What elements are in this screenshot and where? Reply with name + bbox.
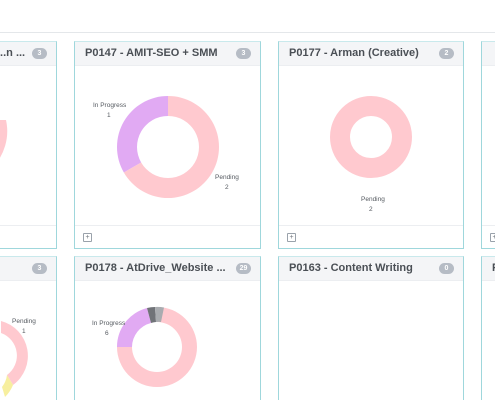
card-header: P [482, 257, 495, 281]
donut-chart [0, 120, 8, 158]
donut-chart: Pending 1 [1, 318, 36, 397]
card-title: P0177 - Arman (Creative) [289, 47, 419, 59]
donut-chart: In Progress 1 Pending 2 [93, 96, 239, 198]
value-pending: 1 [22, 328, 26, 335]
chart-slice-pending [117, 307, 197, 387]
chart-slice-pending [330, 96, 412, 178]
value-pending: 2 [225, 184, 229, 191]
project-card-p0177[interactable]: P0177 - Arman (Creative) 2 Pending 2 + [278, 41, 464, 249]
task-count-badge: 3 [32, 48, 47, 59]
card-header: P0178 - AtDrive_Website ... 29 [75, 257, 260, 281]
chart-slice-light [155, 306, 164, 322]
project-card-partial-right[interactable]: + [481, 41, 495, 249]
task-count-badge: 3 [32, 263, 47, 274]
card-title: P0178 - AtDrive_Website ... [85, 262, 226, 274]
chart-slice-pending [1, 321, 28, 385]
card-title: P0163 - Content Writing [289, 262, 413, 274]
donut-slices [117, 96, 219, 198]
card-title: P [492, 262, 495, 274]
card-header: P0147 - AMIT-SEO + SMM 3 [75, 42, 260, 66]
card-footer: + [279, 225, 463, 248]
card-footer [0, 225, 56, 248]
card-header: P0163 - Content Writing 0 [279, 257, 463, 281]
value-pending: 2 [369, 206, 373, 213]
label-in-progress: In Progress [93, 102, 127, 109]
project-card-p0178[interactable]: P0178 - AtDrive_Website ... 29 In Progre… [74, 256, 261, 400]
top-bar [0, 0, 495, 33]
task-count-badge: 29 [236, 263, 251, 274]
card-header: 3 [0, 257, 56, 281]
donut-chart: In Progress 6 [92, 306, 197, 387]
value-in-progress: 6 [105, 330, 109, 337]
chart-slice-pending [0, 120, 8, 158]
project-card-partial-left[interactable]: ...n ... 3 [0, 41, 57, 249]
label-pending: Pending [361, 196, 385, 203]
task-count-badge: 0 [439, 263, 454, 274]
plus-square-icon[interactable]: + [287, 233, 296, 242]
donut-slices [330, 96, 412, 178]
value-in-progress: 1 [107, 112, 111, 119]
task-count-badge: 2 [439, 48, 454, 59]
label-in-progress: In Progress [92, 320, 126, 327]
label-pending: Pending [12, 318, 36, 325]
project-card-partial-right-2[interactable]: P [481, 256, 495, 400]
project-card-p0147[interactable]: P0147 - AMIT-SEO + SMM 3 In Progress 1 P… [74, 41, 261, 249]
card-header [482, 42, 495, 66]
project-card-p0163[interactable]: P0163 - Content Writing 0 [278, 256, 464, 400]
chart-slice-dark [147, 307, 156, 323]
chart-slice-in-progress [116, 308, 151, 347]
project-card-partial-left-2[interactable]: 3 Pending 1 [0, 256, 57, 400]
label-pending: Pending [215, 174, 239, 181]
card-header: ...n ... 3 [0, 42, 56, 66]
chart-slice-yellow [2, 375, 13, 397]
plus-square-icon[interactable]: + [490, 233, 495, 242]
card-footer: + [482, 225, 495, 248]
chart-slice-in-progress [117, 96, 168, 173]
chart-slice-pending [123, 96, 219, 198]
card-title: ...n ... [0, 47, 26, 59]
card-footer: + [75, 225, 260, 248]
task-count-badge: 3 [236, 48, 251, 59]
donut-chart: Pending 2 [330, 96, 412, 213]
plus-square-icon[interactable]: + [83, 233, 92, 242]
card-header: P0177 - Arman (Creative) 2 [279, 42, 463, 66]
card-title: P0147 - AMIT-SEO + SMM [85, 47, 218, 59]
